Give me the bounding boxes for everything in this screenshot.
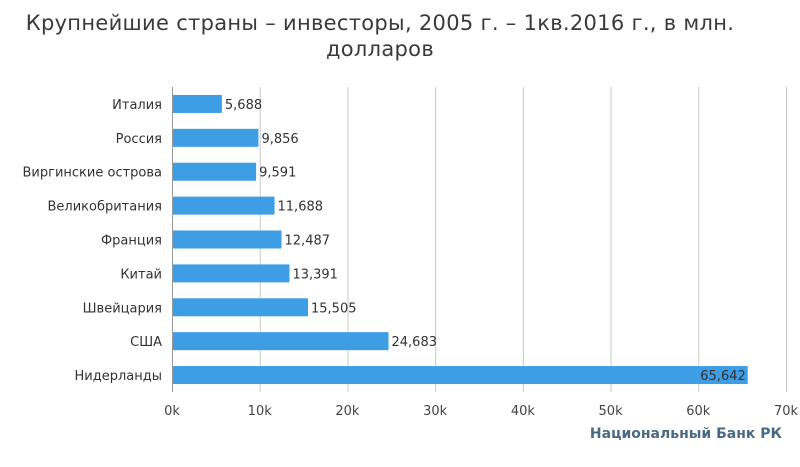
x-tick-label: 40k [511,404,536,419]
bar [172,264,290,283]
bars: Италия 5,688 Россия 9,856 Виргинские острова… [23,94,748,385]
value-label: 24,683 [392,335,438,350]
x-tick-label: 10k [248,404,273,419]
category-label: США [130,335,162,350]
bar [172,94,222,113]
bar [172,230,282,249]
value-label: 9,591 [259,166,296,181]
value-label: 9,856 [261,132,298,147]
category-label: Виргинские острова [23,166,162,181]
value-label: 13,391 [292,267,338,282]
category-label: Италия [112,98,162,113]
source-credit: Национальный Банк РК [589,426,782,442]
chart-title: Крупнейшие страны – инвесторы, 2005 г. –… [25,11,735,61]
value-label: 12,487 [285,234,331,249]
x-tick-label: 50k [599,404,624,419]
value-label: 15,505 [311,301,357,316]
bar [172,162,257,181]
x-tick-label: 0k [164,404,180,419]
x-tick-label: 20k [335,404,360,419]
bar [172,196,275,215]
category-label: Китай [120,267,162,282]
x-axis: 0k 10k 20k 30k 40k 50k 60k 70k [164,87,799,419]
bar [172,128,259,147]
bar [172,366,748,385]
x-tick-label: 30k [423,404,448,419]
x-tick-label: 70k [774,404,799,419]
gridlines [259,87,787,392]
value-label: 11,688 [278,200,324,215]
category-label: Швейцария [83,301,162,316]
bar [172,298,309,317]
category-label: Великобритания [47,200,162,215]
value-label: 65,642 [700,369,746,384]
value-label: 5,688 [225,98,262,113]
category-label: Франция [101,234,162,249]
category-label: Нидерланды [75,369,163,384]
x-tick-label: 60k [686,404,711,419]
bar [172,332,389,351]
category-label: Россия [116,132,162,147]
